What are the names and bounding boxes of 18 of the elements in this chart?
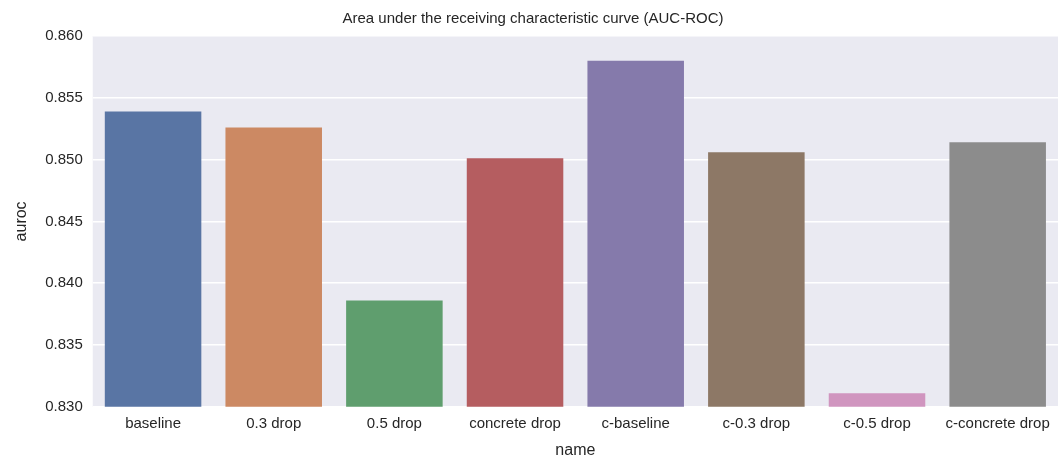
x-tick-label: c-baseline (601, 413, 670, 431)
x-tick-label: c-concrete drop (945, 413, 1050, 431)
chart-title: Area under the receiving characteristic curve (AUC-ROC) (342, 9, 724, 27)
y-tick-label: 0.835 (45, 335, 83, 353)
x-tick-label: baseline (125, 413, 182, 431)
x-tick-label: concrete drop (469, 413, 561, 431)
y-tick-label: 0.850 (45, 149, 83, 167)
y-tick-label: 0.855 (45, 87, 83, 105)
y-axis-title: auroc (12, 201, 30, 242)
x-tick-label: c-0.5 drop (843, 413, 911, 431)
y-tick-label: 0.830 (45, 396, 83, 414)
x-axis-title: name (555, 440, 596, 458)
y-tick-label: 0.860 (45, 26, 83, 44)
x-tick-label: c-0.3 drop (722, 413, 791, 431)
y-tick-label: 0.845 (45, 211, 83, 229)
x-tick-label: 0.5 drop (366, 413, 422, 431)
y-tick-label: 0.840 (45, 273, 83, 291)
x-tick-label: 0.3 drop (246, 413, 302, 431)
